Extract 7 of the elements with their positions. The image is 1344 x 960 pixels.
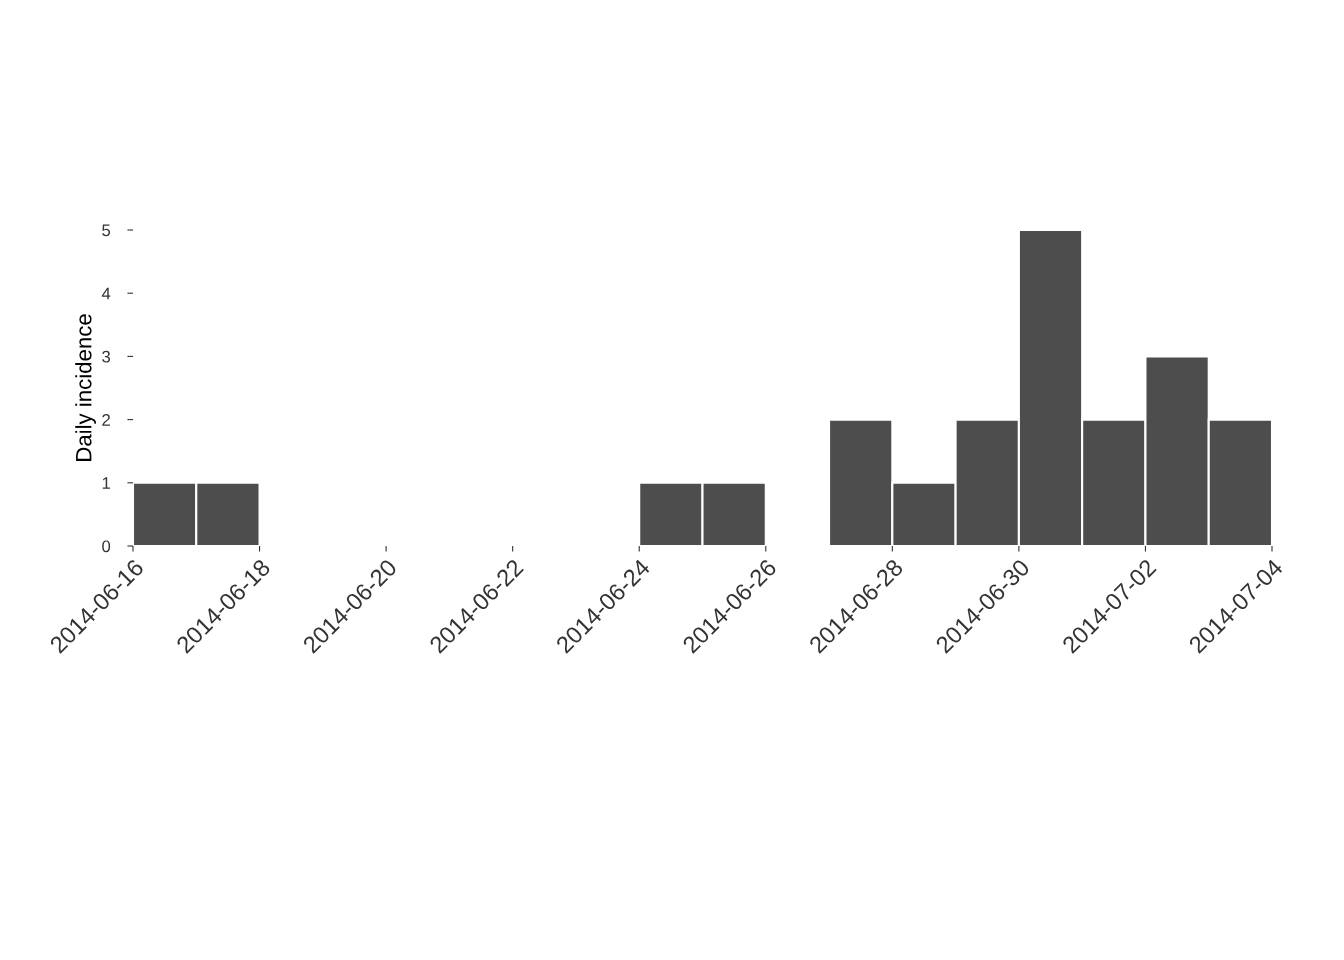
y-tick-label: 0 (102, 540, 111, 553)
y-axis-title: Daily incidence (75, 314, 96, 461)
y-tick-label: 5 (102, 224, 111, 237)
y-tick-label: 3 (102, 350, 111, 363)
y-tick-label: 1 (102, 477, 110, 489)
y-tick-label: 4 (101, 287, 111, 300)
y-tick-label: 2 (102, 414, 110, 426)
